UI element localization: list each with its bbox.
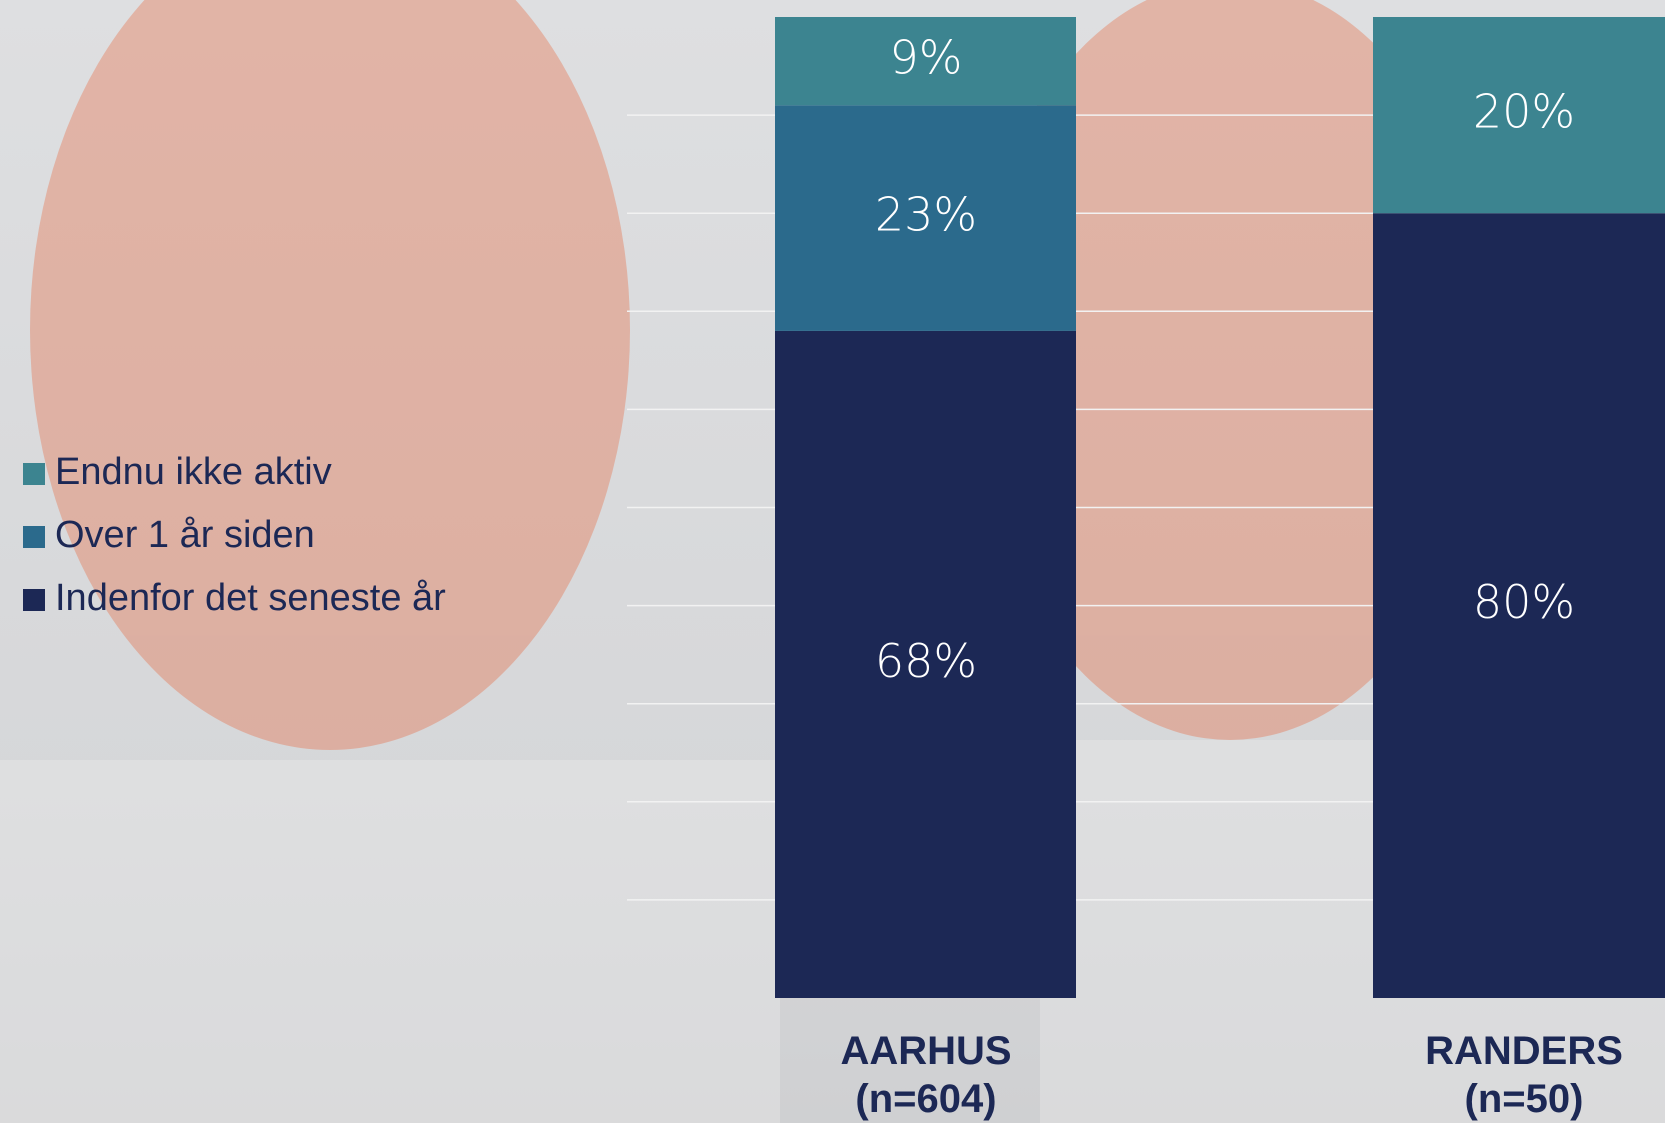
data-label: 80% — [1473, 575, 1575, 629]
legend-label: Indenfor det seneste år — [55, 577, 446, 619]
slide: 68% 23% 9% 80% 20% Endnu ikke aktiv Over 1 år … — [0, 0, 1665, 1123]
data-label: 20% — [1473, 85, 1575, 139]
legend-label: Over 1 år siden — [55, 514, 315, 556]
data-label: 68% — [875, 634, 977, 688]
data-label: 9% — [890, 31, 963, 85]
data-label: 23% — [875, 188, 977, 242]
legend-swatch — [23, 463, 45, 485]
category-label: AARHUS (n=604) — [826, 1027, 1026, 1123]
legend-label: Endnu ikke aktiv — [55, 451, 332, 493]
legend-swatch — [23, 526, 45, 548]
chart: 68% 23% 9% 80% 20% Endnu ikke aktiv Over 1 år … — [0, 0, 1665, 1123]
legend-swatch — [23, 589, 45, 611]
category-label: RANDERS (n=50) — [1424, 1027, 1624, 1123]
